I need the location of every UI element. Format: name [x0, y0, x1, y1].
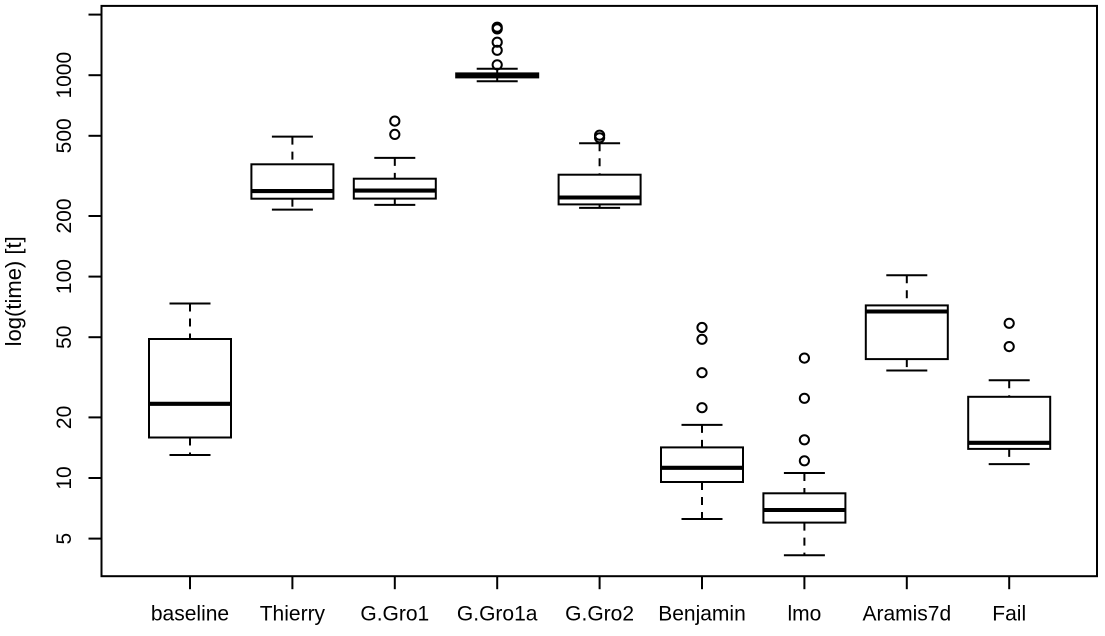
svg-text:500: 500 — [53, 118, 76, 153]
svg-text:100: 100 — [53, 259, 76, 294]
svg-text:50: 50 — [53, 326, 76, 349]
svg-text:baseline: baseline — [151, 603, 229, 626]
svg-text:lmo: lmo — [787, 603, 821, 626]
svg-text:Aramis7d: Aramis7d — [862, 603, 951, 626]
svg-text:Benjamin: Benjamin — [658, 603, 746, 626]
svg-text:log(time) [t]: log(time) [t] — [1, 236, 26, 346]
svg-text:20: 20 — [53, 406, 76, 429]
svg-text:Thierry: Thierry — [260, 603, 326, 626]
svg-text:G.Gro1a: G.Gro1a — [457, 603, 538, 626]
svg-text:G.Gro1: G.Gro1 — [360, 603, 429, 626]
svg-text:Fail: Fail — [992, 603, 1026, 626]
svg-text:G.Gro2: G.Gro2 — [565, 603, 634, 626]
svg-text:5: 5 — [53, 533, 76, 545]
svg-text:200: 200 — [53, 198, 76, 233]
svg-text:10: 10 — [53, 466, 76, 489]
svg-text:1000: 1000 — [53, 52, 76, 99]
